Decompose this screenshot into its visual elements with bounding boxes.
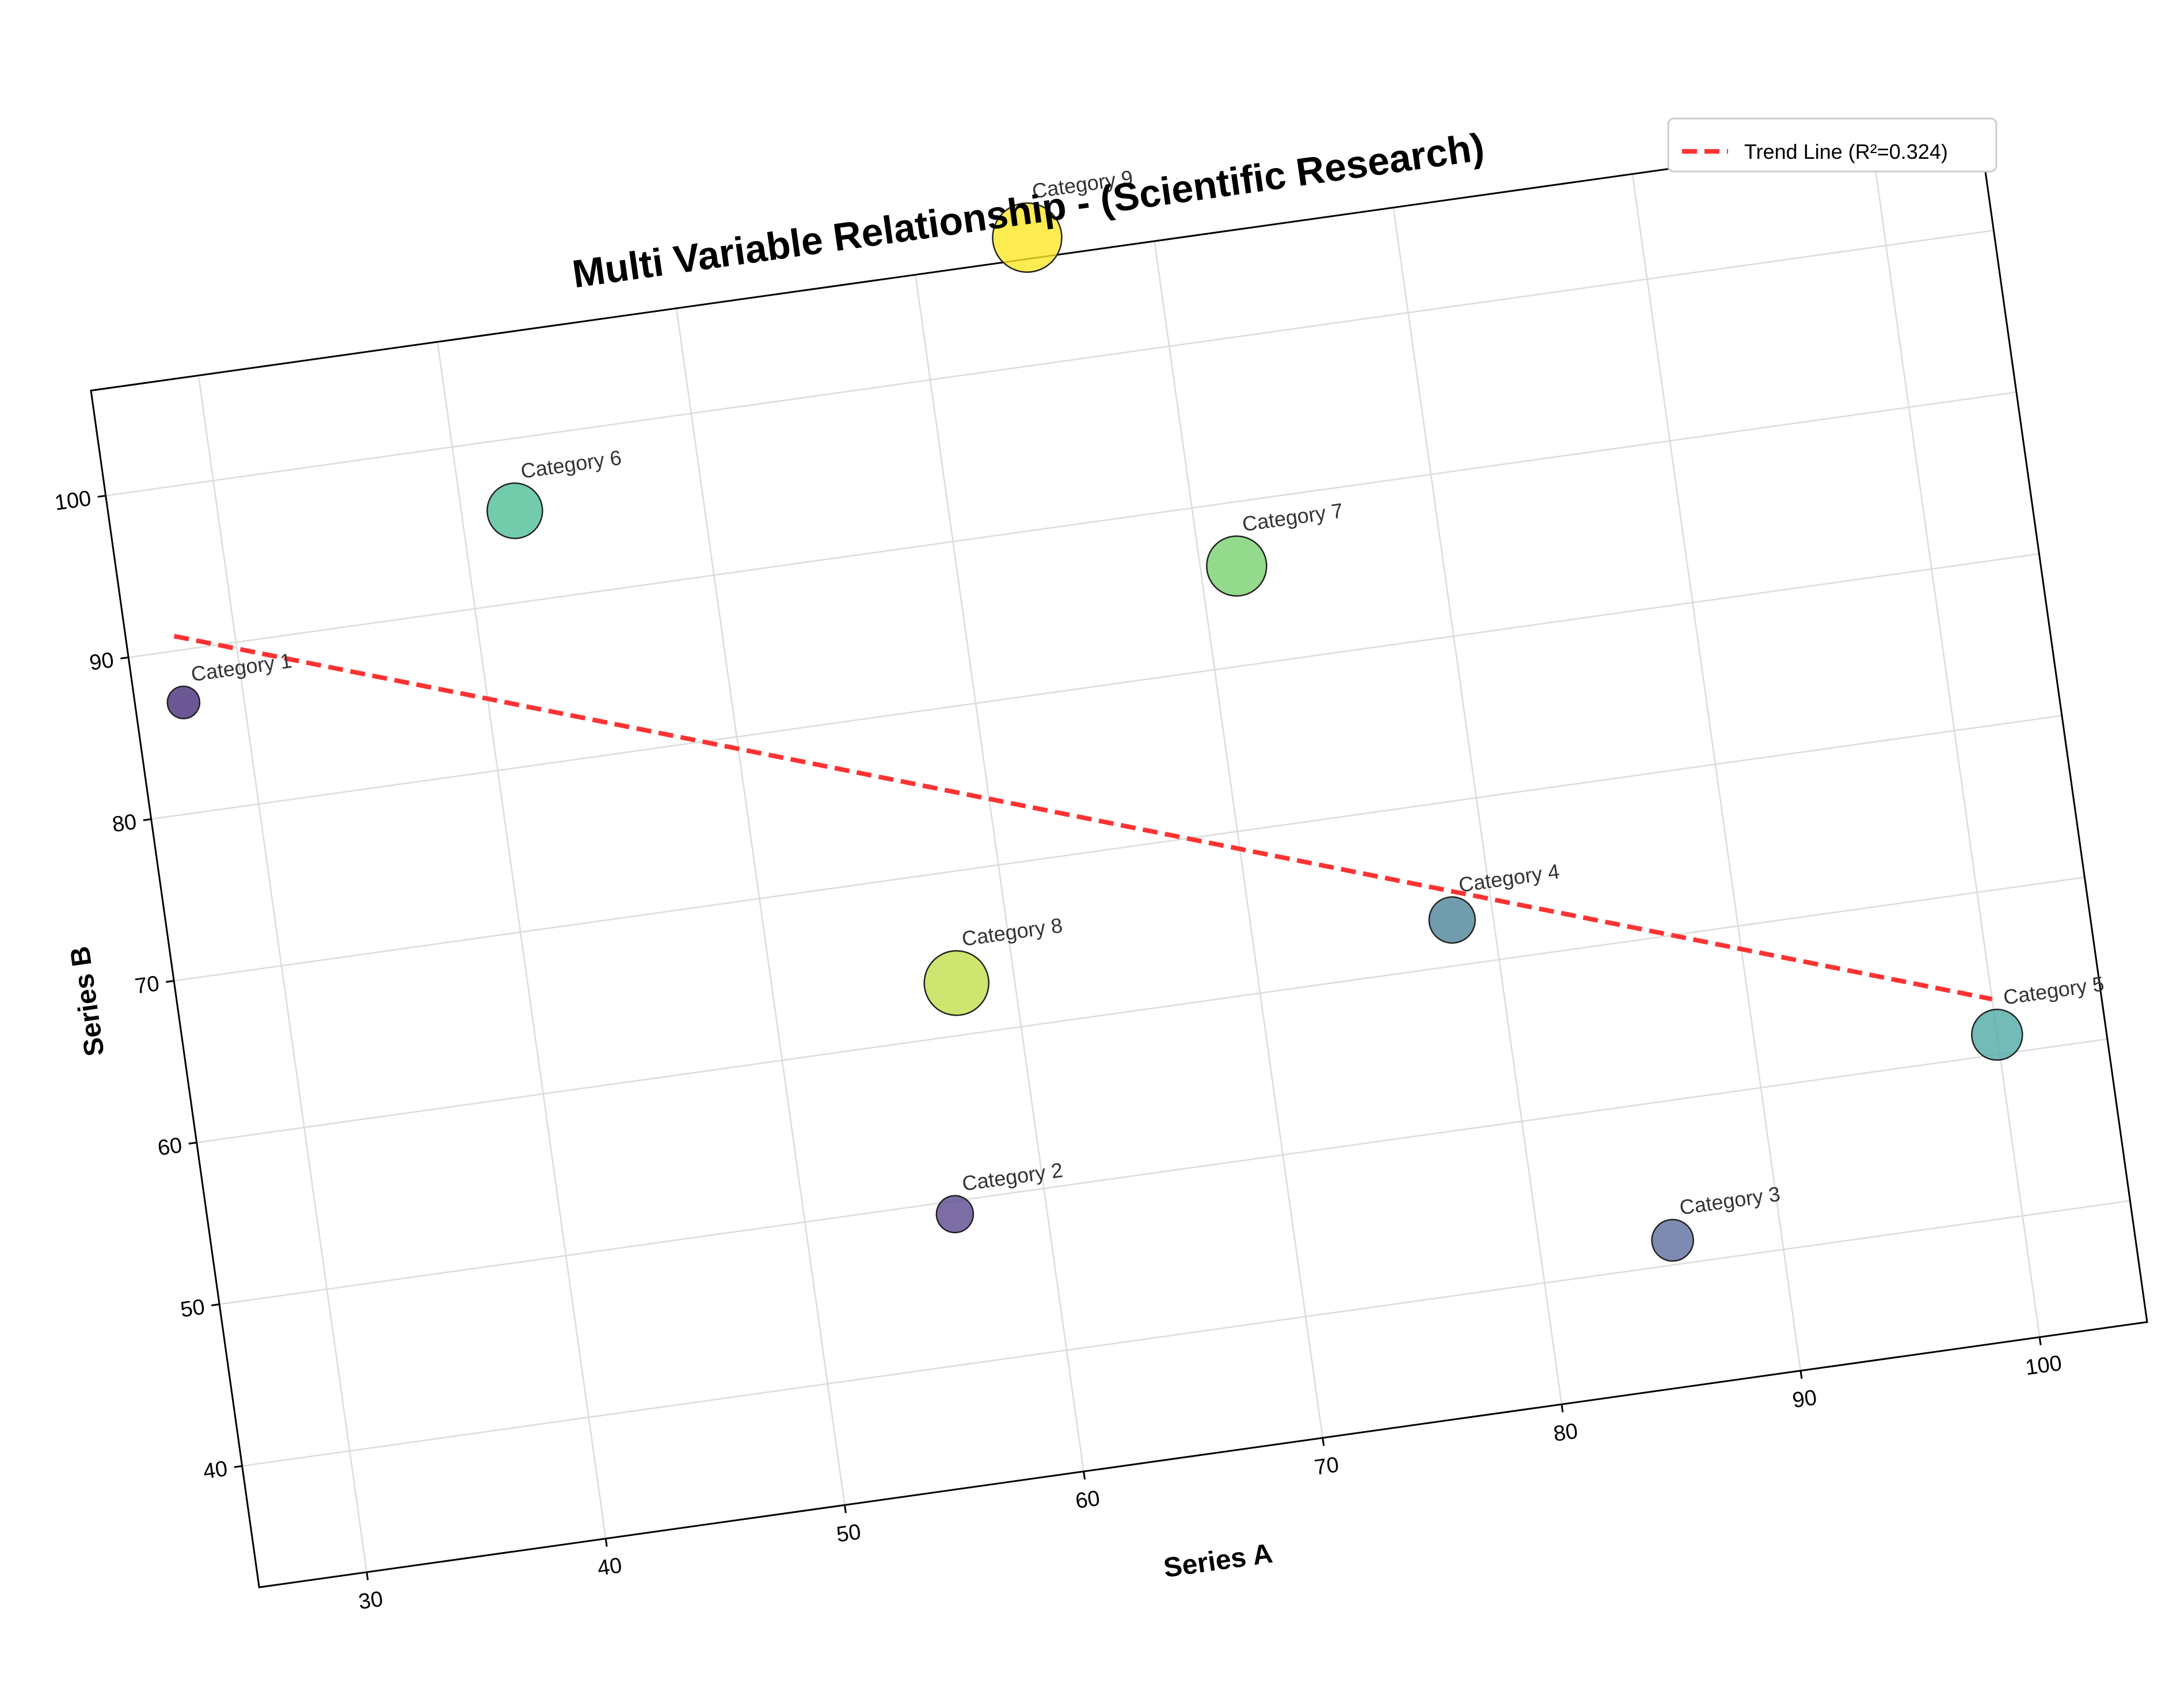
data-point: [935, 1195, 975, 1234]
x-gridline: [1392, 207, 1563, 1405]
x-gridline: [436, 341, 607, 1539]
x-gridline: [1631, 174, 1802, 1371]
data-point-label: Category 7: [1240, 498, 1344, 536]
x-tick-mark: [2038, 1337, 2042, 1345]
legend-trend-line-label: Trend Line (R²=0.324): [1744, 140, 1948, 163]
y-tick-label: 90: [88, 648, 116, 675]
x-tick-mark: [604, 1538, 608, 1547]
x-tick-label: 30: [357, 1587, 385, 1614]
data-point: [486, 482, 543, 539]
legend-box: [1667, 117, 1997, 173]
data-point-label: Category 4: [1457, 859, 1561, 897]
x-tick-mark: [843, 1505, 847, 1513]
data-point-label: Category 8: [960, 913, 1064, 951]
y-tick-label: 40: [201, 1457, 229, 1484]
data-point-label: Category 2: [961, 1158, 1064, 1195]
data-point: [992, 202, 1063, 273]
data-point-label: Category 5: [2002, 972, 2106, 1009]
x-tick-mark: [1322, 1438, 1325, 1446]
y-tick-mark: [166, 979, 174, 983]
plot-area: 30 40 50 60 70 80 90 100 40 50 60 70 80 90 100 Categor…: [53, 124, 2148, 1614]
y-gridline: [242, 1200, 2130, 1467]
y-tick-mark: [211, 1303, 220, 1306]
data-point: [166, 685, 201, 719]
data-point: [1971, 1008, 2023, 1061]
y-tick-mark: [120, 656, 129, 659]
data-point: [1651, 1219, 1694, 1262]
x-tick-mark: [366, 1572, 369, 1581]
data-point: [1206, 535, 1268, 597]
x-tick-label: 90: [1791, 1386, 1818, 1413]
y-tick-mark: [97, 494, 106, 498]
y-tick-label: 100: [53, 486, 93, 515]
x-gridline: [197, 375, 368, 1573]
x-axis-label: Series A: [1162, 1538, 1274, 1584]
y-tick-label: 80: [111, 810, 138, 837]
x-tick-mark: [1799, 1370, 1803, 1379]
y-tick-mark: [234, 1465, 242, 1468]
y-tick-label: 50: [179, 1295, 207, 1322]
x-gridline: [675, 308, 846, 1505]
x-tick-label: 50: [835, 1520, 862, 1547]
x-gridline: [915, 274, 1084, 1472]
data-point: [1428, 896, 1476, 944]
x-tick-label: 80: [1552, 1419, 1580, 1446]
x-tick-mark: [1561, 1404, 1564, 1413]
y-tick-mark: [143, 818, 151, 821]
data-point-label: Category 3: [1678, 1182, 1782, 1219]
y-gridline: [173, 715, 2063, 982]
y-tick-label: 70: [134, 971, 161, 998]
y-gridline: [105, 230, 1994, 497]
x-tick-mark: [1083, 1471, 1086, 1480]
x-tick-label: 60: [1074, 1486, 1102, 1513]
y-gridline: [219, 1038, 2108, 1305]
x-tick-label: 100: [2024, 1351, 2064, 1380]
x-tick-label: 70: [1313, 1452, 1341, 1480]
y-axis-label: Series B: [64, 944, 110, 1058]
axes-frame: [90, 124, 2148, 1588]
data-point: [923, 950, 990, 1016]
x-tick-label: 40: [596, 1553, 623, 1580]
legend: Trend Line (R²=0.324): [1667, 117, 1997, 173]
ticks: 30 40 50 60 70 80 90 100 40 50 60 70 80 90 100: [53, 486, 2064, 1614]
x-gridline: [1870, 140, 2041, 1337]
y-gridline: [196, 876, 2085, 1143]
y-tick-label: 60: [156, 1133, 184, 1160]
y-gridline: [151, 553, 2039, 820]
trend-line: [173, 634, 1993, 1002]
y-tick-mark: [188, 1141, 197, 1145]
y-gridline: [128, 391, 2017, 658]
x-gridline: [1154, 241, 1323, 1438]
data-point-label: Category 6: [519, 445, 623, 483]
grid: [105, 140, 2130, 1573]
